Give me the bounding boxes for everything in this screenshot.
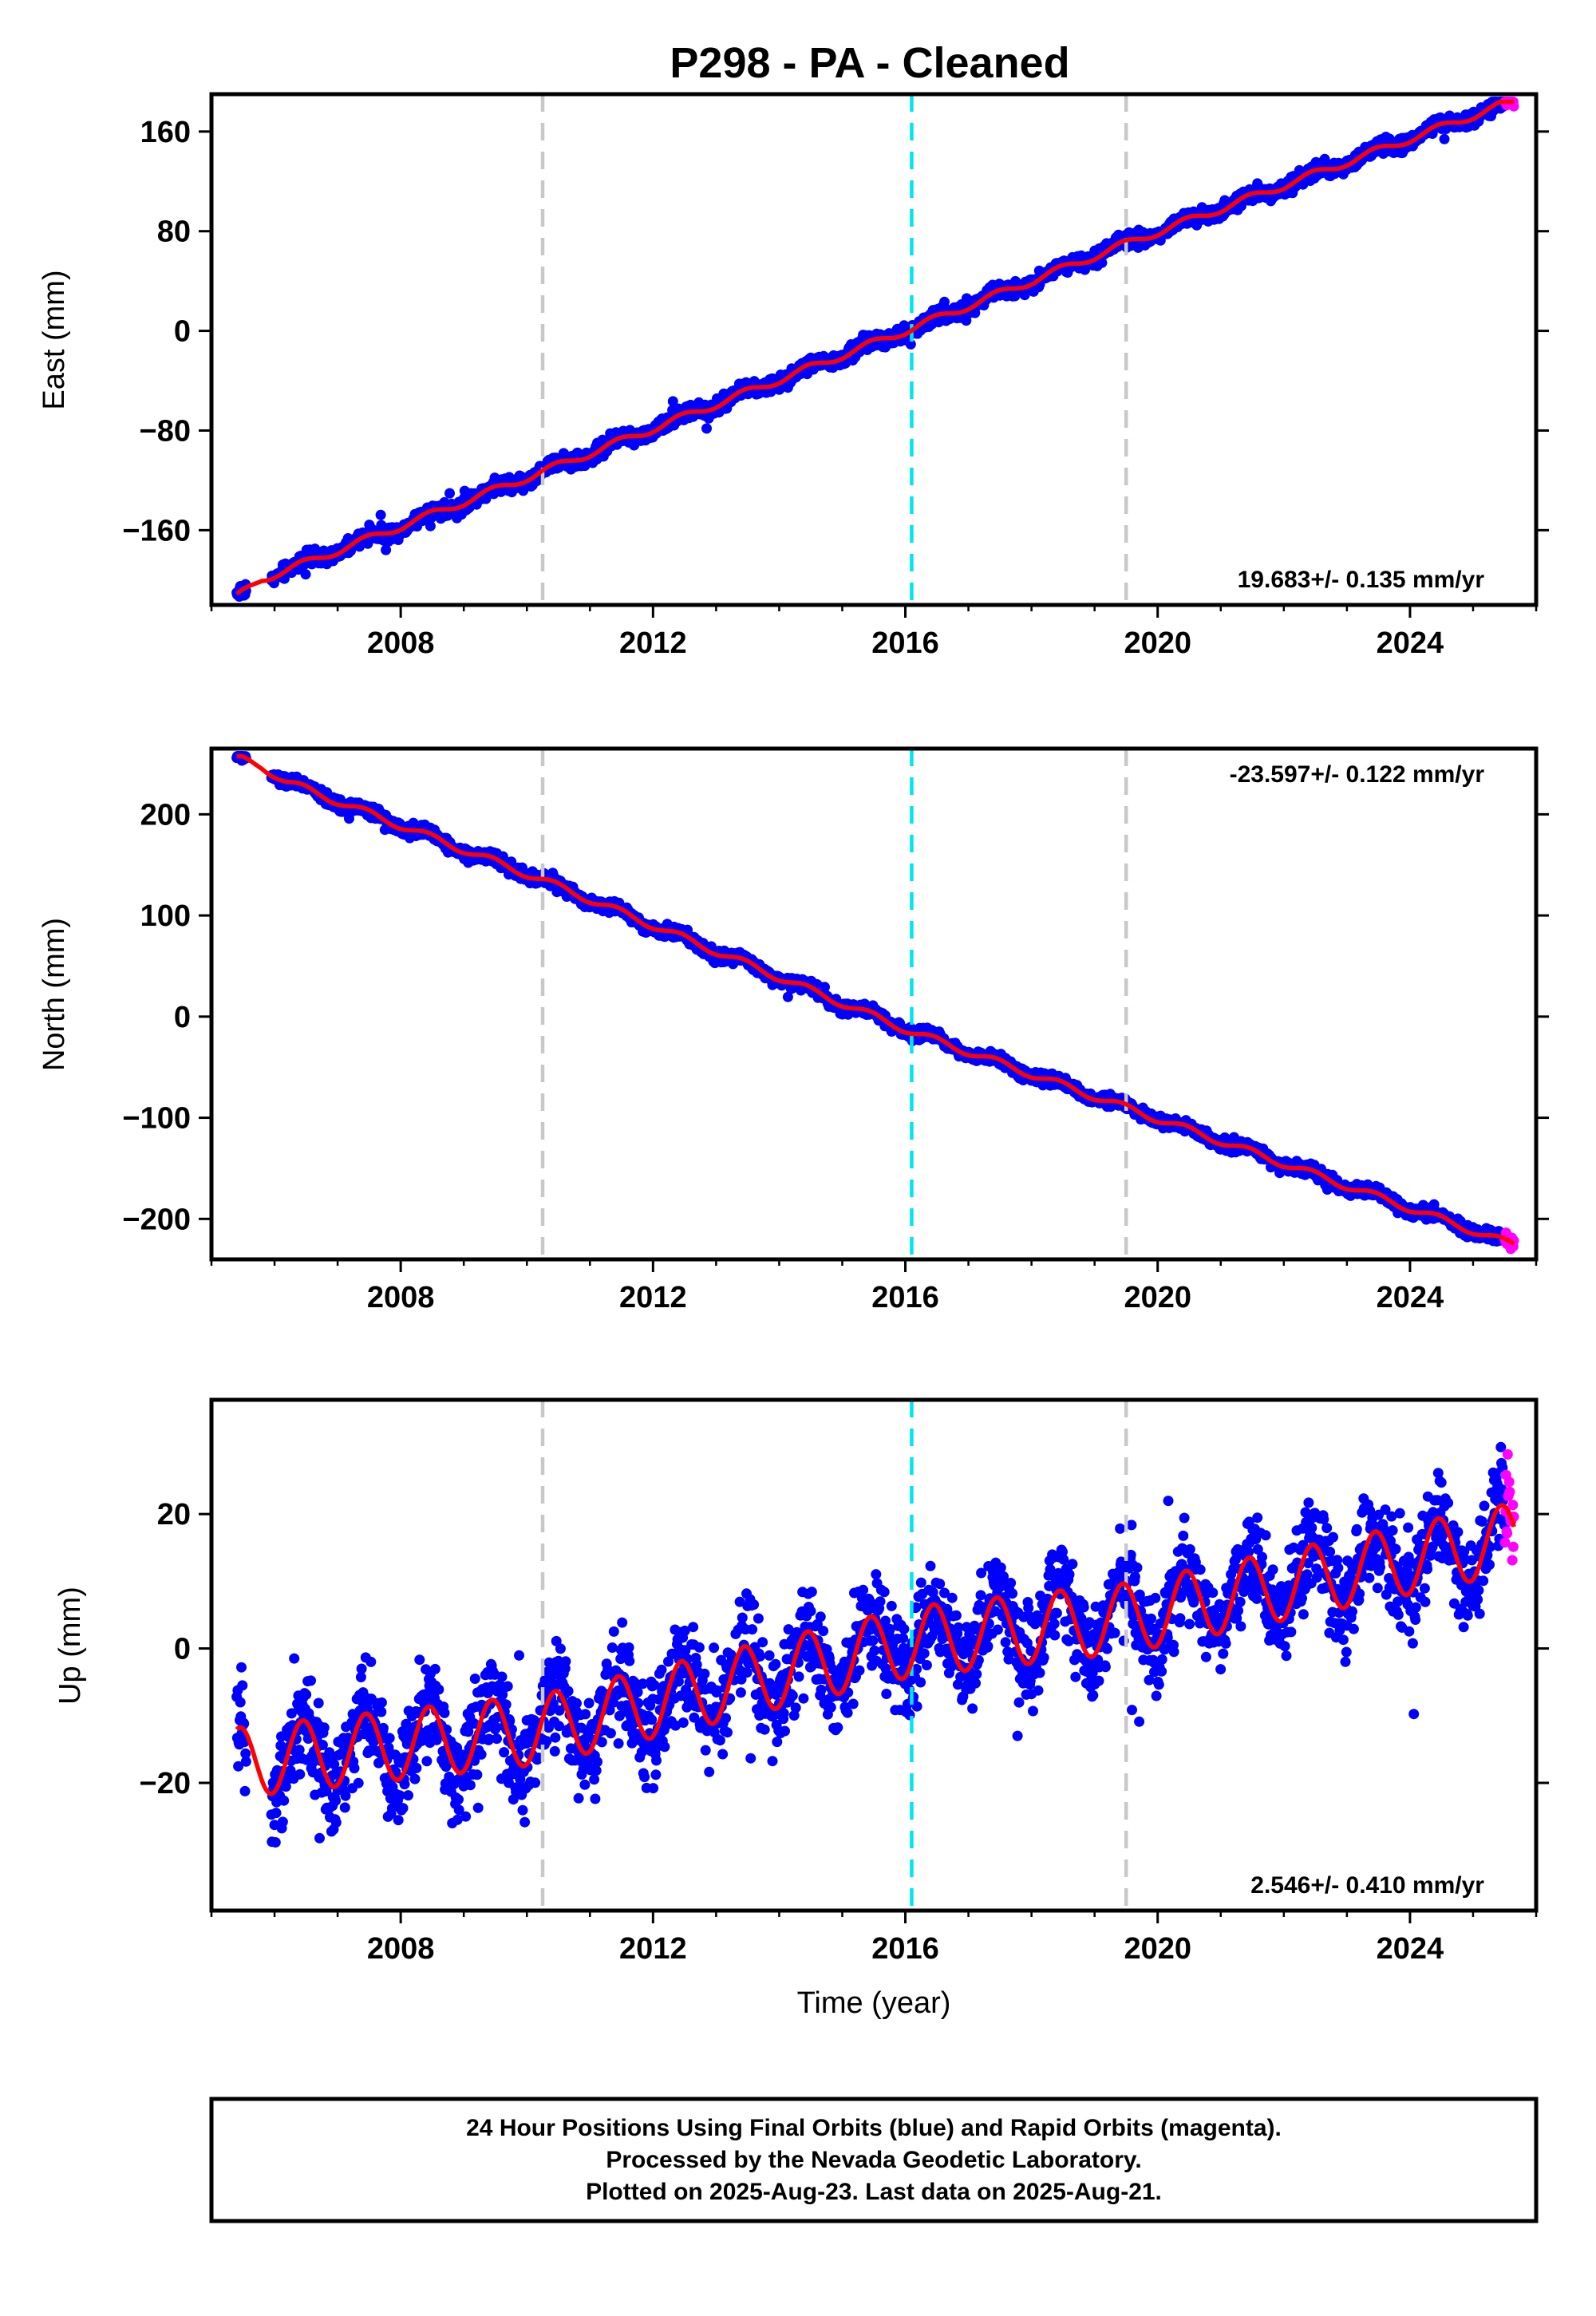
east-y-axis-label: East (mm) (38, 270, 71, 409)
east-x-tick-label-2024: 2024 (1377, 626, 1444, 660)
east-x-tick-label-2008: 2008 (367, 626, 435, 660)
east-y-tick-label: −80 (140, 414, 191, 448)
up-point-28 (271, 1808, 282, 1819)
up-point-11 (237, 1680, 248, 1691)
east-y-tick-label: 0 (174, 315, 191, 349)
up-point-43 (279, 1795, 290, 1806)
north-x-tick-label-2020: 2020 (1124, 1281, 1191, 1314)
east-point-794 (667, 396, 678, 407)
east-point-85 (300, 569, 311, 580)
chart-title: P298 - PA - Cleaned (670, 39, 1069, 87)
up-point-27 (270, 1837, 281, 1848)
north-x-tick-label-2024: 2024 (1377, 1281, 1444, 1314)
north-x-tick-label-2016: 2016 (871, 1281, 939, 1314)
east-point-326 (425, 520, 436, 532)
north-y-tick-label: −200 (122, 1203, 191, 1236)
up-point-16 (239, 1785, 251, 1796)
north-y-tick-label: 0 (174, 1001, 191, 1034)
east-point-230 (375, 509, 386, 520)
east-y-tick-label: −160 (122, 514, 191, 547)
east-point-859 (701, 423, 712, 434)
north-x-tick-label-2008: 2008 (367, 1281, 435, 1314)
north-rate-label: -23.597+/- 0.122 mm/yr (1230, 761, 1485, 788)
up-point-18 (240, 1756, 251, 1767)
east-point-363 (444, 488, 455, 499)
up-point-7 (235, 1697, 246, 1708)
north-y-axis-label: North (mm) (38, 918, 71, 1071)
east-x-tick-label-2012: 2012 (619, 626, 687, 660)
east-x-tick-label-2016: 2016 (871, 626, 939, 660)
north-y-tick-label: 100 (140, 899, 191, 933)
up-point-9 (236, 1662, 247, 1673)
east-rate-label: 19.683+/- 0.135 mm/yr (1238, 567, 1485, 593)
north-x-tick-label-2012: 2012 (619, 1281, 687, 1314)
north-y-tick-label: −100 (122, 1102, 191, 1136)
up-point-41 (277, 1816, 288, 1828)
north-y-tick-label: 200 (140, 798, 191, 832)
east-y-tick-label: 160 (140, 116, 191, 149)
east-x-tick-label-2020: 2020 (1124, 626, 1191, 660)
east-panel: 2008 2012 2016 2020 2024 −160 −80 0 80 160 19.683… (38, 92, 1549, 660)
east-point-2283 (1439, 133, 1450, 144)
east-point-240 (381, 544, 392, 555)
east-point-1253 (905, 338, 916, 350)
east-y-tick-label: 80 (157, 215, 191, 249)
